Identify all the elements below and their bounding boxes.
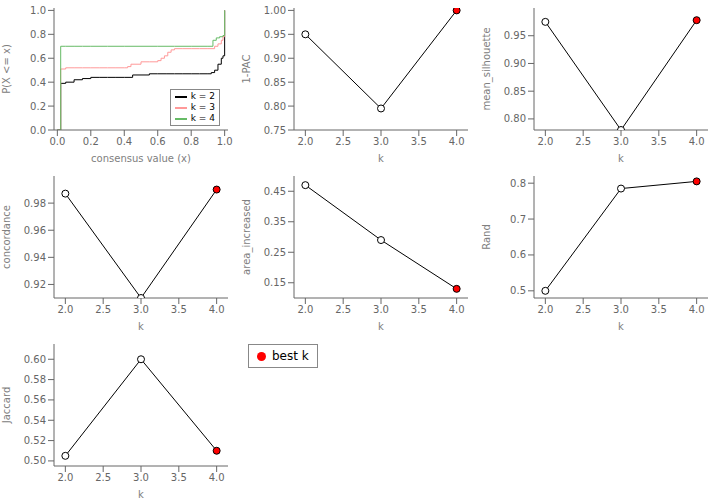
svg-text:concordance: concordance <box>8 205 12 269</box>
svg-text:0.6: 0.6 <box>30 53 46 64</box>
svg-text:0.92: 0.92 <box>24 279 46 290</box>
svg-text:0.80: 0.80 <box>504 113 526 124</box>
svg-text:0.0: 0.0 <box>49 136 65 147</box>
svg-text:0.60: 0.60 <box>24 354 46 365</box>
svg-text:2.5: 2.5 <box>575 304 591 315</box>
svg-text:2.0: 2.0 <box>297 304 313 315</box>
svg-text:k: k <box>618 321 624 332</box>
svg-text:k: k <box>618 153 624 164</box>
svg-text:0.7: 0.7 <box>510 214 526 225</box>
svg-text:3.5: 3.5 <box>411 136 427 147</box>
svg-text:2.5: 2.5 <box>575 136 591 147</box>
svg-text:k: k <box>378 153 384 164</box>
svg-text:2.0: 2.0 <box>297 136 313 147</box>
svg-text:0.25: 0.25 <box>264 247 286 258</box>
svg-text:k: k <box>138 321 144 332</box>
svg-text:consensus value (x): consensus value (x) <box>91 153 191 164</box>
svg-text:0.4: 0.4 <box>30 77 46 88</box>
svg-text:3.5: 3.5 <box>171 472 187 483</box>
svg-text:4.0: 4.0 <box>209 472 225 483</box>
svg-text:0.8: 0.8 <box>30 29 46 40</box>
svg-text:0.6: 0.6 <box>150 136 166 147</box>
svg-text:0.4: 0.4 <box>116 136 132 147</box>
svg-text:3.0: 3.0 <box>373 136 389 147</box>
svg-text:0.95: 0.95 <box>504 30 526 41</box>
svg-text:0.35: 0.35 <box>264 216 286 227</box>
svg-text:4.0: 4.0 <box>689 136 705 147</box>
html-text:best k: best k <box>272 349 309 363</box>
svg-text:4.0: 4.0 <box>689 304 705 315</box>
svg-text:3.5: 3.5 <box>651 136 667 147</box>
svg-text:0.5: 0.5 <box>510 285 526 296</box>
svg-text:2.0: 2.0 <box>537 304 553 315</box>
svg-text:0.2: 0.2 <box>30 101 46 112</box>
svg-text:1-PAC: 1-PAC <box>241 54 252 83</box>
svg-text:0.54: 0.54 <box>24 415 46 426</box>
svg-text:0.50: 0.50 <box>24 455 46 466</box>
svg-text:3.0: 3.0 <box>613 136 629 147</box>
svg-text:0.80: 0.80 <box>264 101 286 112</box>
svg-text:4.0: 4.0 <box>449 304 465 315</box>
svg-text:3.5: 3.5 <box>171 304 187 315</box>
svg-text:2.0: 2.0 <box>57 472 73 483</box>
svg-text:0.58: 0.58 <box>24 374 46 385</box>
svg-text:3.0: 3.0 <box>133 304 149 315</box>
svg-text:P(X <= x): P(X <= x) <box>8 44 12 94</box>
svg-text:1.00: 1.00 <box>264 5 286 16</box>
svg-text:0.94: 0.94 <box>24 252 46 263</box>
svg-text:k: k <box>138 489 144 500</box>
svg-text:0.2: 0.2 <box>83 136 99 147</box>
svg-text:0.85: 0.85 <box>504 86 526 97</box>
svg-text:3.5: 3.5 <box>411 304 427 315</box>
svg-text:0.90: 0.90 <box>264 53 286 64</box>
svg-text:0.56: 0.56 <box>24 394 46 405</box>
svg-text:2.5: 2.5 <box>95 472 111 483</box>
html-text:k = 4: k = 4 <box>190 113 215 123</box>
svg-text:0.6: 0.6 <box>510 249 526 260</box>
svg-text:2.5: 2.5 <box>335 136 351 147</box>
svg-text:0.0: 0.0 <box>30 125 46 136</box>
svg-text:2.5: 2.5 <box>335 304 351 315</box>
svg-text:0.75: 0.75 <box>264 125 286 136</box>
svg-text:mean_silhouette: mean_silhouette <box>481 27 493 110</box>
svg-text:0.90: 0.90 <box>504 58 526 69</box>
svg-text:area_increased: area_increased <box>241 199 253 275</box>
svg-text:0.85: 0.85 <box>264 77 286 88</box>
html-text:k = 3: k = 3 <box>190 102 215 112</box>
svg-text:2.0: 2.0 <box>537 136 553 147</box>
svg-text:1.0: 1.0 <box>217 136 233 147</box>
svg-text:Jaccard: Jaccard <box>8 387 12 424</box>
svg-text:0.8: 0.8 <box>183 136 199 147</box>
svg-text:0.98: 0.98 <box>24 198 46 209</box>
svg-text:3.0: 3.0 <box>613 304 629 315</box>
svg-text:0.45: 0.45 <box>264 186 286 197</box>
svg-text:Rand: Rand <box>481 224 492 250</box>
svg-text:3.5: 3.5 <box>651 304 667 315</box>
svg-text:4.0: 4.0 <box>209 304 225 315</box>
svg-text:k: k <box>378 321 384 332</box>
svg-text:0.96: 0.96 <box>24 225 46 236</box>
html-text:k = 2: k = 2 <box>190 91 215 101</box>
svg-text:0.15: 0.15 <box>264 277 286 288</box>
svg-text:1.0: 1.0 <box>30 5 46 16</box>
svg-text:0.8: 0.8 <box>510 178 526 189</box>
svg-text:2.0: 2.0 <box>57 304 73 315</box>
svg-text:2.5: 2.5 <box>95 304 111 315</box>
svg-text:0.95: 0.95 <box>264 29 286 40</box>
svg-text:3.0: 3.0 <box>133 472 149 483</box>
svg-text:3.0: 3.0 <box>373 304 389 315</box>
svg-text:0.52: 0.52 <box>24 435 46 446</box>
svg-text:4.0: 4.0 <box>449 136 465 147</box>
